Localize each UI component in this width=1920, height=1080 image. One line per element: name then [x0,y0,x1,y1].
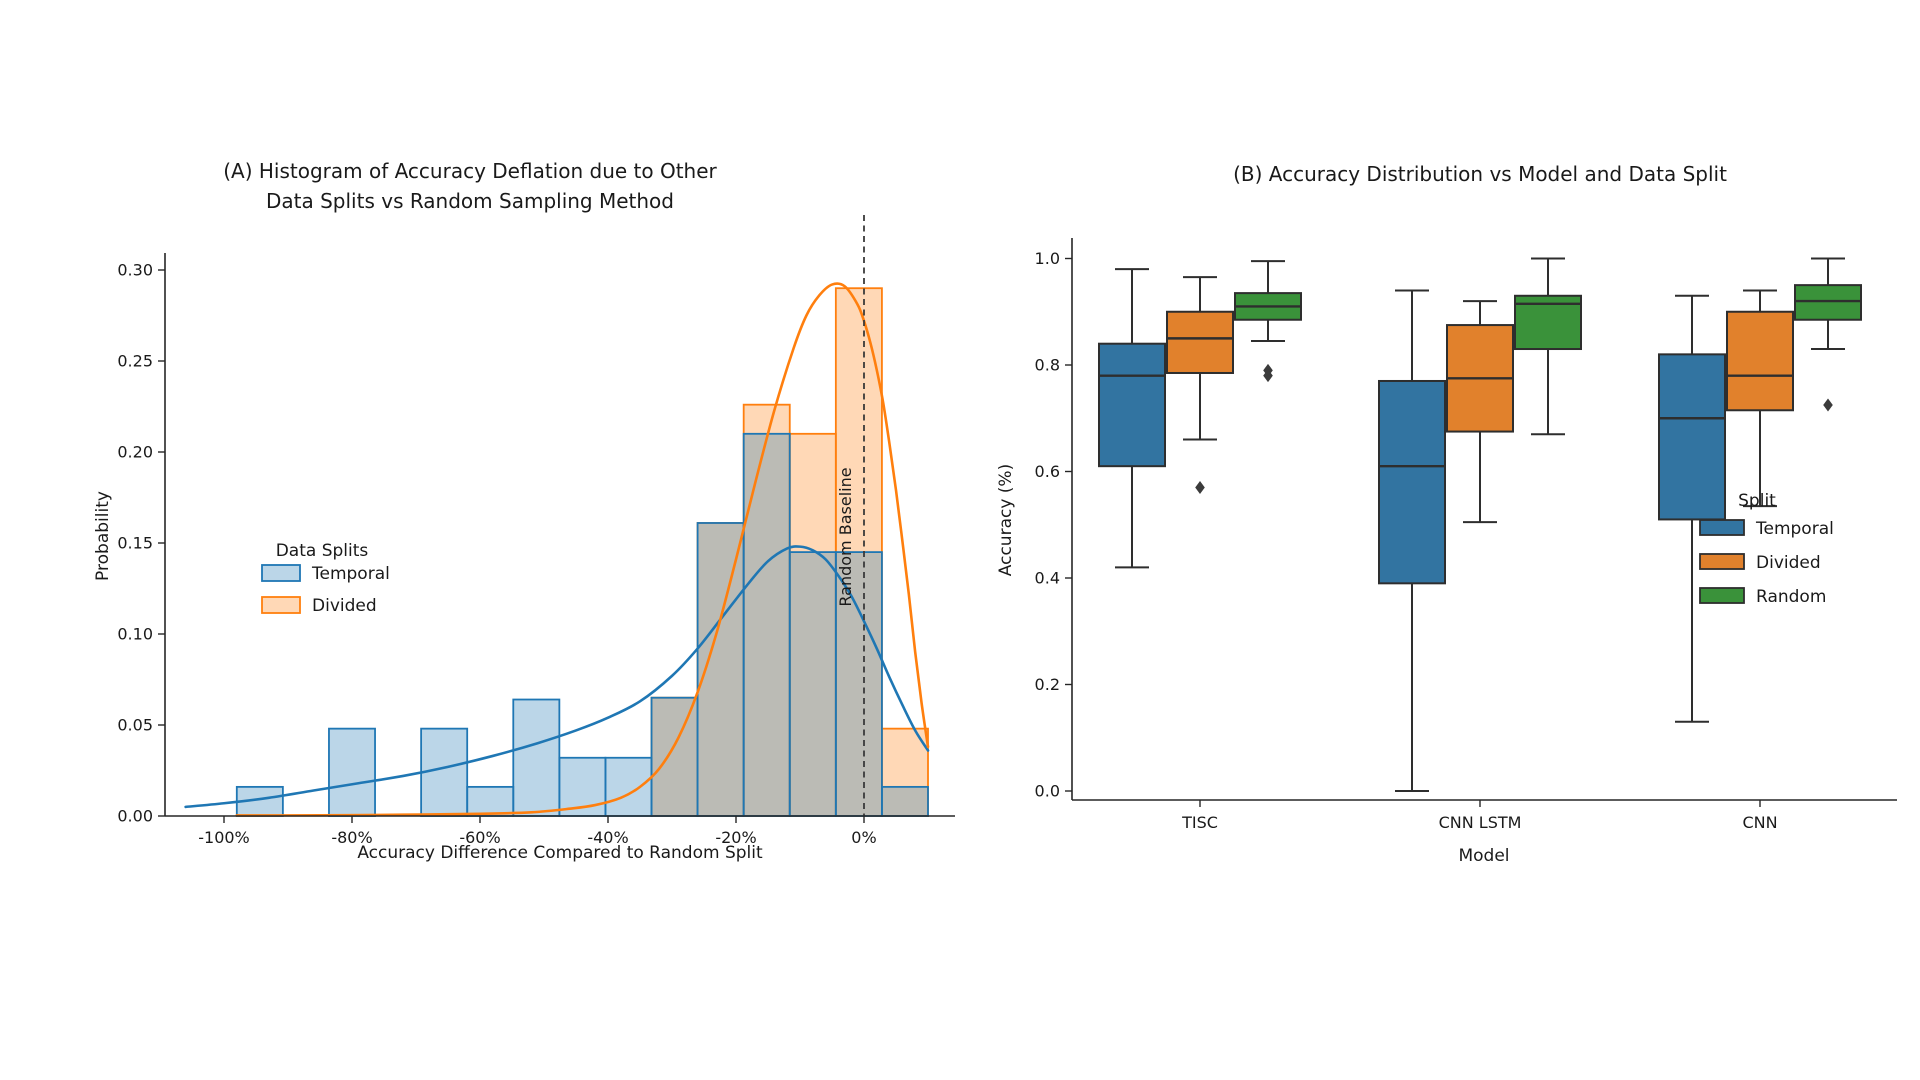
x-tick-label: 0% [851,828,876,847]
category-label: CNN [1742,813,1777,832]
legend-label-random: Random [1756,587,1826,607]
kde-line-divided [235,282,930,817]
y-tick-label: 0.00 [117,807,153,826]
box-series-divided [1166,276,1794,524]
hist-bar-temporal [742,432,791,817]
box-random-cnn-outlier [1823,398,1833,412]
box-divided-tisc-iqr [1166,310,1234,374]
legend-label-temporal: Temporal [1755,519,1834,539]
box-series-temporal [1098,268,1726,792]
y-tick-label: 0.20 [117,443,153,462]
y-tick-label: 0.05 [117,716,153,735]
chart-a-ylabel: Probability [93,491,113,581]
hist-bar-temporal [466,785,515,817]
hist-bar-temporal [834,551,883,817]
chart-a-legend-title: Data Splits [276,541,369,561]
chart-b-plot-area: 0.0 0.2 0.4 0.6 0.8 1.0 TISC CNN LSTM CNN [1035,238,1897,832]
hist-bar-temporal [788,551,837,817]
chart-b-legend: Split Temporal Divided Random [1699,491,1834,607]
hist-bar-temporal [604,756,653,817]
box-temporal-tisc-iqr [1098,342,1166,468]
box-divided-tisc-outlier [1195,480,1205,494]
category-label: TISC [1181,813,1218,832]
x-tick-label: -40% [587,828,628,847]
y-tick-label: 0.4 [1035,569,1060,588]
legend-swatch-temporal [261,564,301,582]
box-series-random [1234,257,1862,436]
legend-label-temporal: Temporal [311,564,390,584]
chart-a-plot-area: -100% -80% -60% -40% -20% 0% 0.00 0.05 0.10 0.15 0… [117,215,955,847]
x-tick-label: -80% [331,828,372,847]
legend-label-divided: Divided [1756,553,1821,573]
hist-bar-temporal [512,698,561,817]
box-random-cnn-iqr [1794,284,1862,321]
y-tick-label: 0.6 [1035,462,1060,481]
chart-a-title-line2: Data Splits vs Random Sampling Method [266,189,674,213]
chart-b-legend-title: Split [1738,491,1776,511]
y-tick-label: 0.25 [117,352,153,371]
kde-line-temporal [184,545,930,809]
legend-swatch-random [1699,587,1745,604]
hist-bar-divided [742,403,791,817]
box-temporal-cnn-iqr [1658,353,1726,521]
chart-a-xlabel: Accuracy Difference Compared to Random S… [357,843,763,863]
box-random-tisc-outlier [1263,369,1273,383]
x-tick-label: -100% [198,828,250,847]
hist-bar-temporal [328,727,376,817]
chart-b-title: (B) Accuracy Distribution vs Model and D… [1233,162,1727,186]
box-divided-cnn-iqr [1726,310,1794,412]
x-tick-label: -60% [459,828,500,847]
y-tick-label: 0.2 [1035,675,1060,694]
y-tick-label: 0.15 [117,534,153,553]
chart-b-xlabel: Model [1458,846,1509,866]
legend-swatch-temporal [1699,519,1745,536]
x-tick-label: -20% [715,828,756,847]
y-tick-label: 0.8 [1035,356,1060,375]
hist-bar-temporal [881,785,929,817]
chart-a-title-line1: (A) Histogram of Accuracy Deflation due … [223,159,717,183]
chart-a-legend: Data Splits Temporal Divided [261,541,390,616]
y-tick-label: 0.10 [117,625,153,644]
hist-bar-temporal [650,696,699,817]
y-tick-label: 0.0 [1035,782,1060,801]
y-tick-label: 1.0 [1035,249,1060,268]
hist-series-divided [650,287,929,817]
category-label: CNN LSTM [1439,813,1522,832]
legend-label-divided: Divided [312,596,377,616]
legend-swatch-divided [261,596,301,614]
y-tick-label: 0.30 [117,261,153,280]
box-temporal-cnn-lstm-iqr [1378,379,1446,585]
chart-a-baseline-label: Random Baseline [836,467,855,606]
legend-swatch-divided [1699,553,1745,570]
chart-b-ylabel: Accuracy (%) [996,464,1016,576]
